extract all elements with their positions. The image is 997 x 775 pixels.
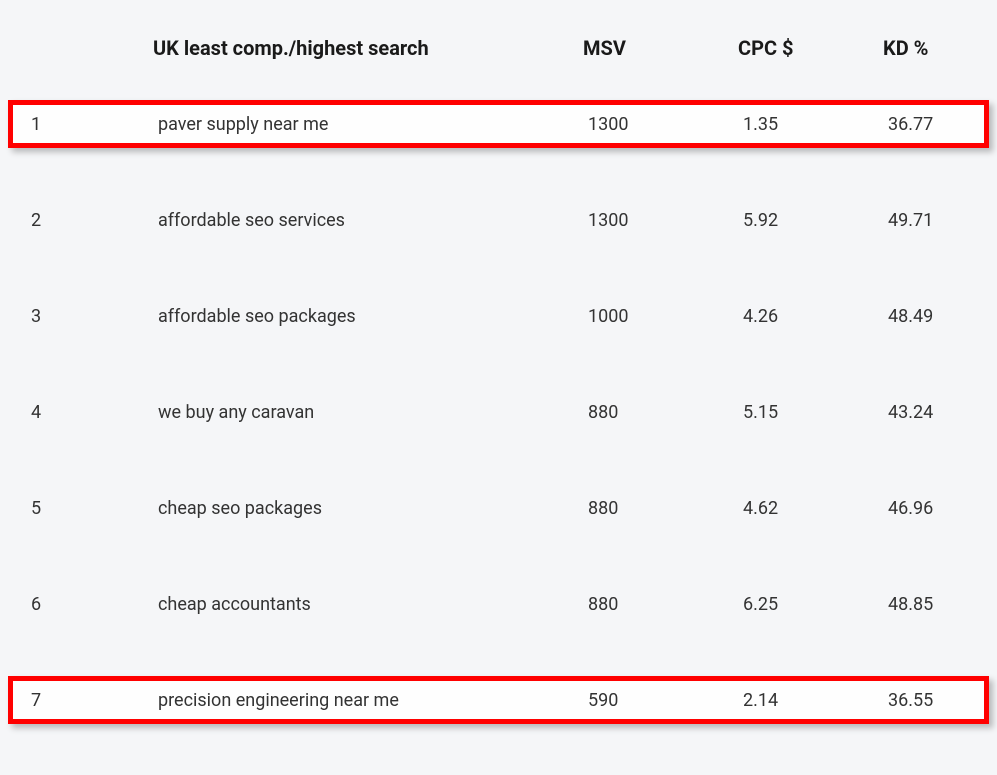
cell-index: 2 (13, 210, 158, 231)
cell-msv: 880 (588, 402, 743, 423)
cell-index: 4 (13, 402, 158, 423)
cell-msv: 590 (588, 690, 743, 711)
table-row: 5cheap seo packages8804.6246.96 (8, 484, 989, 532)
cell-cpc: 5.15 (743, 402, 888, 423)
cell-keyword: cheap accountants (158, 594, 588, 615)
table-row: 1paver supply near me13001.3536.77 (8, 100, 989, 148)
cell-index: 7 (13, 690, 158, 711)
cell-msv: 1300 (588, 210, 743, 231)
cell-index: 3 (13, 306, 158, 327)
cell-kd: 48.49 (888, 306, 983, 327)
header-msv: MSV (583, 36, 738, 60)
cell-kd: 43.24 (888, 402, 983, 423)
table-row: 7precision engineering near me5902.1436.… (8, 676, 989, 724)
cell-keyword: we buy any caravan (158, 402, 588, 423)
cell-index: 6 (13, 594, 158, 615)
cell-keyword: cheap seo packages (158, 498, 588, 519)
cell-keyword: paver supply near me (158, 114, 588, 135)
cell-index: 5 (13, 498, 158, 519)
table-row: 2affordable seo services13005.9249.71 (8, 196, 989, 244)
cell-kd: 49.71 (888, 210, 983, 231)
table-row: 3affordable seo packages10004.2648.49 (8, 292, 989, 340)
header-cpc: CPC $ (738, 36, 883, 60)
table-row: 6cheap accountants8806.2548.85 (8, 580, 989, 628)
cell-keyword: affordable seo packages (158, 306, 588, 327)
cell-cpc: 4.62 (743, 498, 888, 519)
cell-cpc: 2.14 (743, 690, 888, 711)
cell-cpc: 4.26 (743, 306, 888, 327)
cell-cpc: 5.92 (743, 210, 888, 231)
cell-cpc: 1.35 (743, 114, 888, 135)
cell-kd: 46.96 (888, 498, 983, 519)
cell-kd: 36.55 (888, 690, 983, 711)
cell-kd: 48.85 (888, 594, 983, 615)
cell-msv: 1300 (588, 114, 743, 135)
cell-keyword: precision engineering near me (158, 690, 588, 711)
table-header-row: UK least comp./highest search MSV CPC $ … (8, 8, 989, 100)
table-row: 4we buy any caravan8805.1543.24 (8, 388, 989, 436)
cell-msv: 880 (588, 594, 743, 615)
cell-msv: 1000 (588, 306, 743, 327)
cell-msv: 880 (588, 498, 743, 519)
cell-keyword: affordable seo services (158, 210, 588, 231)
cell-index: 1 (13, 114, 158, 135)
header-keyword: UK least comp./highest search (153, 36, 583, 60)
cell-cpc: 6.25 (743, 594, 888, 615)
header-kd: KD % (883, 36, 978, 60)
table-body: 1paver supply near me13001.3536.772affor… (8, 100, 989, 724)
keyword-table: UK least comp./highest search MSV CPC $ … (8, 8, 989, 724)
cell-kd: 36.77 (888, 114, 983, 135)
